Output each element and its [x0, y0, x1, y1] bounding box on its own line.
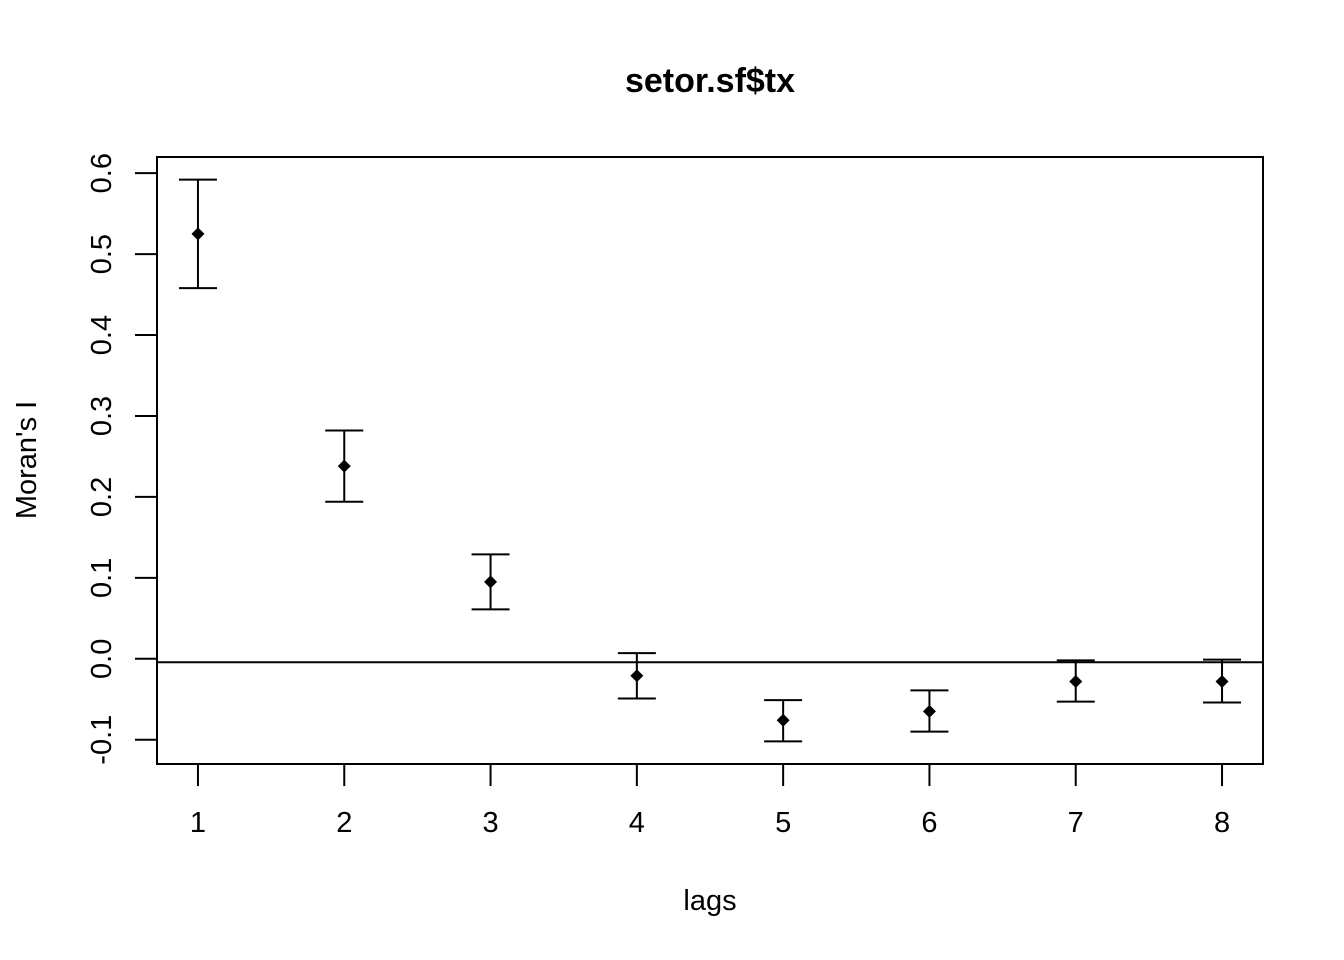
y-tick-label: 0.0 — [86, 639, 118, 679]
data-point — [1215, 674, 1229, 688]
y-tick-label: 0.2 — [86, 477, 118, 517]
x-tick-label: 1 — [190, 807, 206, 839]
x-tick-label: 5 — [775, 807, 791, 839]
y-tick-label: -0.1 — [86, 715, 118, 765]
y-axis: -0.1 0.0 0.1 0.2 0.3 0.4 0.5 0.6 — [86, 153, 157, 765]
lag-3-marker — [471, 553, 510, 611]
lag-6-marker — [910, 689, 949, 733]
data-point — [191, 227, 205, 241]
x-tick-label: 8 — [1214, 807, 1230, 839]
data-marks — [178, 178, 1242, 743]
x-tick-label: 4 — [629, 807, 645, 839]
y-tick-label: 0.5 — [86, 234, 118, 274]
y-tick-label: 0.6 — [86, 153, 118, 193]
x-axis-label: lags — [683, 885, 736, 917]
lag-8-marker — [1203, 658, 1242, 704]
lag-4-marker — [617, 652, 656, 700]
lag-1-marker — [178, 178, 217, 290]
y-tick-label: 0.1 — [86, 558, 118, 598]
data-point — [1069, 674, 1083, 688]
y-tick-label: 0.3 — [86, 396, 118, 436]
lag-5-marker — [764, 699, 803, 743]
data-point — [484, 575, 498, 589]
x-tick-label: 3 — [482, 807, 498, 839]
y-tick-label: 0.4 — [86, 315, 118, 355]
y-axis-label: Moran's I — [11, 401, 43, 519]
x-tick-label: 2 — [336, 807, 352, 839]
x-axis: 1 2 3 4 5 6 7 8 — [190, 764, 1230, 839]
lag-7-marker — [1056, 659, 1095, 703]
x-tick-label: 6 — [921, 807, 937, 839]
data-point — [922, 704, 936, 718]
data-point — [337, 459, 351, 473]
x-tick-label: 7 — [1068, 807, 1084, 839]
lag-2-marker — [325, 429, 364, 503]
data-point — [630, 669, 644, 683]
plot-frame — [156, 156, 1264, 765]
chart-title: setor.sf$tx — [625, 62, 795, 100]
data-point — [776, 713, 790, 727]
